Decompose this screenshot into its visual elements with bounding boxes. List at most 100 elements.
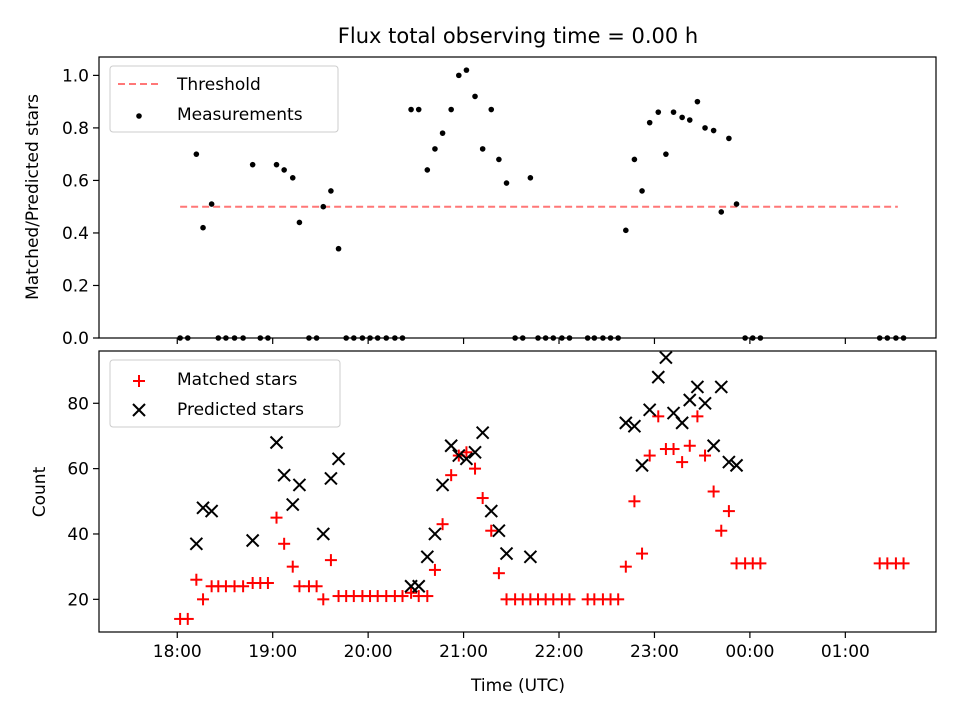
- measurement-point: [193, 151, 200, 157]
- predicted-star-point: [269, 435, 284, 450]
- bottom-y-axis: 20 40 60 80: [67, 394, 99, 610]
- predicted-star-point: [635, 458, 649, 473]
- top-y-tick-label: 0.0: [62, 329, 89, 349]
- matched-star-point: [492, 567, 505, 580]
- predicted-star-point: [706, 439, 721, 453]
- measurement-point: [273, 161, 280, 168]
- predicted-star-point: [459, 452, 474, 466]
- matched-star-point: [324, 554, 337, 567]
- measurement-point: [527, 175, 534, 181]
- top-panel: 0.0 0.2 0.4 0.6 0.8 1.0 Matched/Predicted sta…: [23, 56, 937, 349]
- legend-predicted-swatch: [132, 403, 146, 417]
- predicted-star-point: [468, 445, 482, 459]
- predicted-star-point: [277, 468, 291, 482]
- chart-title: Flux total observing time = 0.00 h: [338, 24, 698, 48]
- measurement-point: [208, 201, 215, 207]
- matched-star-point: [436, 518, 449, 531]
- matched-star-point: [707, 485, 720, 498]
- bottom-y-tick-label: 60: [67, 460, 89, 480]
- measurement-point: [432, 146, 438, 152]
- measurement-point: [694, 98, 701, 105]
- measurement-point: [456, 72, 462, 79]
- matched-star-point: [563, 593, 576, 606]
- predicted-star-point: [331, 452, 346, 466]
- matched-star-point: [636, 547, 649, 560]
- top-plot-frame: [98, 56, 937, 339]
- matched-star-point: [485, 524, 498, 537]
- matched-star-point: [715, 524, 728, 537]
- predicted-star-point: [196, 501, 210, 515]
- top-legend-box: [109, 65, 339, 133]
- predicted-star-point: [690, 380, 705, 394]
- matched-star-point: [421, 590, 434, 603]
- predicted-star-point: [475, 425, 490, 440]
- matched-star-point: [628, 495, 641, 508]
- measurement-point: [408, 106, 414, 113]
- measurement-point: [726, 135, 732, 142]
- bottom-x-tick-label: 00:00: [725, 642, 774, 662]
- bottom-legend-box: [109, 359, 341, 428]
- matched-star-point: [683, 439, 696, 452]
- matched-star-point: [722, 505, 735, 518]
- bottom-y-axis-label: Count: [30, 466, 50, 517]
- top-y-axis: 0.0 0.2 0.4 0.6 0.8 1.0: [62, 66, 99, 349]
- predicted-star-point: [523, 550, 538, 564]
- matched-star-point: [396, 590, 409, 603]
- measurement-point: [424, 167, 431, 173]
- measurement-point: [718, 209, 725, 215]
- bottom-legend: Matched stars Predicted stars: [109, 359, 341, 428]
- matched-star-point: [237, 580, 250, 593]
- measurement-point: [503, 180, 510, 186]
- bottom-x-axis: 18:00 19:00 20:00 21:00 22:00 23:00 00:00 01:00: [153, 632, 870, 662]
- top-y-tick-label: 0.2: [62, 276, 89, 296]
- matched-star-point: [699, 449, 712, 462]
- top-x-axis: [176, 338, 846, 344]
- top-y-tick-label: 0.6: [62, 171, 89, 191]
- legend-measurements-swatch: [136, 113, 142, 119]
- bottom-x-tick-label: 19:00: [248, 642, 297, 662]
- measurement-point: [655, 109, 662, 115]
- predicted-star-point: [286, 497, 300, 512]
- top-y-axis-label: Matched/Predicted stars: [23, 94, 43, 300]
- predicted-star-point: [683, 393, 697, 407]
- predicted-star-point: [492, 524, 506, 538]
- bottom-plot-marks: [174, 350, 910, 625]
- bottom-y-tick-label: 80: [67, 394, 89, 414]
- matched-star-point: [676, 456, 689, 469]
- predicted-star-point: [714, 380, 728, 394]
- bottom-y-tick-label: 40: [67, 525, 89, 545]
- measurement-point: [710, 127, 717, 134]
- matched-star-point: [261, 576, 274, 589]
- bottom-x-tick-label: 21:00: [439, 642, 488, 662]
- measurement-point: [639, 188, 645, 194]
- matched-star-point: [476, 492, 489, 505]
- bottom-x-tick-label: 18:00: [153, 642, 202, 662]
- predicted-star-point: [675, 416, 689, 430]
- measurement-point: [335, 245, 342, 252]
- measurement-point: [623, 227, 629, 234]
- measurement-point: [733, 201, 740, 207]
- predicted-star-point: [627, 419, 642, 433]
- predicted-star-point: [484, 504, 498, 518]
- top-y-tick-label: 1.0: [62, 66, 89, 86]
- measurement-point: [496, 156, 502, 163]
- measurement-point: [646, 119, 653, 126]
- predicted-star-point: [619, 416, 633, 430]
- top-y-tick-label: 0.8: [62, 119, 89, 139]
- top-y-tick-label: 0.4: [62, 224, 89, 244]
- measurement-point: [488, 106, 495, 113]
- measurement-point: [679, 114, 685, 121]
- measurement-point: [631, 156, 638, 163]
- measurement-point: [472, 93, 478, 100]
- x-axis-label: Time (UTC): [470, 676, 565, 696]
- measurement-point: [439, 130, 446, 136]
- predicted-star-point: [452, 448, 466, 463]
- measurement-point: [479, 146, 486, 152]
- matched-star-point: [278, 537, 291, 550]
- measurement-point: [663, 151, 669, 157]
- matched-star-point: [317, 593, 330, 606]
- predicted-star-point: [420, 550, 435, 564]
- matched-star-point: [270, 511, 283, 524]
- measurement-point: [702, 125, 708, 131]
- matched-star-point: [197, 593, 210, 606]
